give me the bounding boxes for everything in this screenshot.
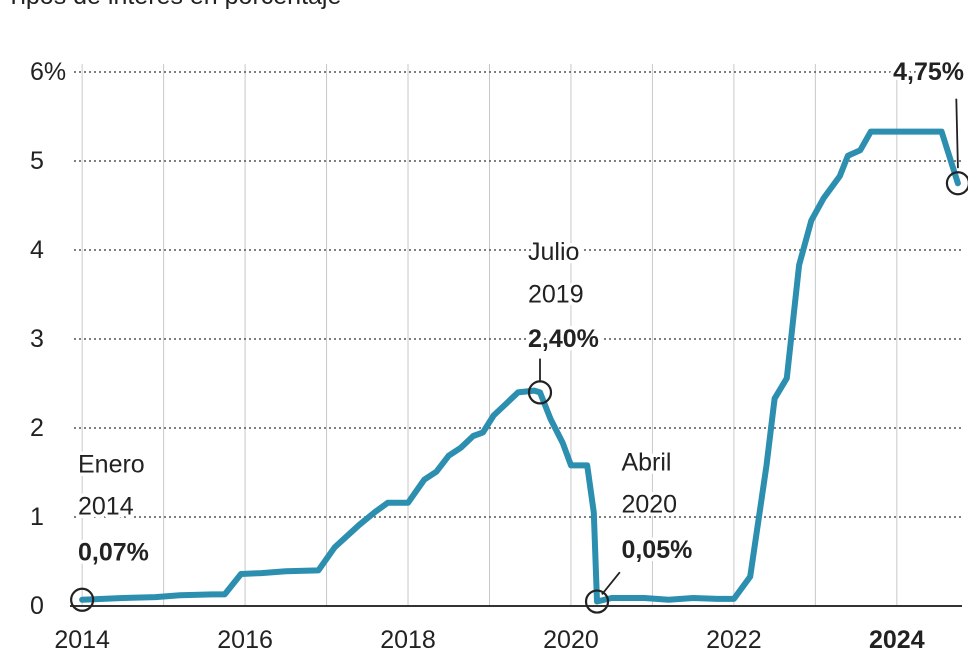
y-tick-label: 4	[30, 236, 44, 264]
annotation-marker	[527, 380, 553, 405]
x-axis-tick-labels: 2014 2016 2018 2020 2022 2024	[54, 626, 924, 654]
x-tick-label: 2016	[217, 626, 273, 654]
y-tick-label: 2	[30, 414, 44, 442]
annotation-year: 2019	[528, 281, 584, 309]
annotation-year: 2020	[621, 491, 677, 519]
vertical-gridlines	[81, 64, 898, 606]
y-tick-label: 5	[30, 147, 44, 175]
y-tick-label: 6%	[30, 58, 66, 86]
annotation-value: 4,75%	[893, 58, 964, 86]
annotation-marker	[584, 589, 610, 614]
horizontal-gridlines	[74, 71, 962, 518]
annotation-year: 2014	[78, 492, 134, 520]
annotation-value: 0,07%	[78, 539, 149, 567]
annotation-marker	[70, 587, 95, 612]
annotation-value: 0,05%	[621, 536, 692, 564]
annotation-month: Abril	[621, 449, 671, 477]
x-tick-label: 2022	[706, 626, 762, 654]
y-axis-tick-labels: 0 1 2 3 4 5 6%	[30, 58, 66, 620]
y-tick-label: 3	[30, 325, 44, 353]
chart-title: Tipos de interés en porcentaje	[6, 0, 341, 10]
x-tick-label: 2014	[54, 626, 110, 654]
annotation-leader-line	[955, 98, 959, 169]
annotation-leader-line	[601, 571, 621, 595]
series-line	[79, 128, 961, 605]
series-layer	[79, 128, 961, 605]
y-tick-label: 1	[30, 503, 44, 531]
annotation-marker	[945, 171, 968, 196]
annotations-layer: Enero 2014 0,07% Julio 2019 2,40% Abril 2020 0,0…	[70, 55, 968, 614]
x-tick-label: 2024	[869, 626, 925, 654]
annotation-value: 2,40%	[528, 325, 599, 353]
y-tick-label: 0	[30, 592, 44, 620]
x-tick-label: 2018	[380, 626, 436, 654]
annotation-month: Julio	[528, 238, 579, 266]
x-tick-label: 2020	[543, 626, 599, 654]
annotation-month: Enero	[78, 451, 145, 479]
